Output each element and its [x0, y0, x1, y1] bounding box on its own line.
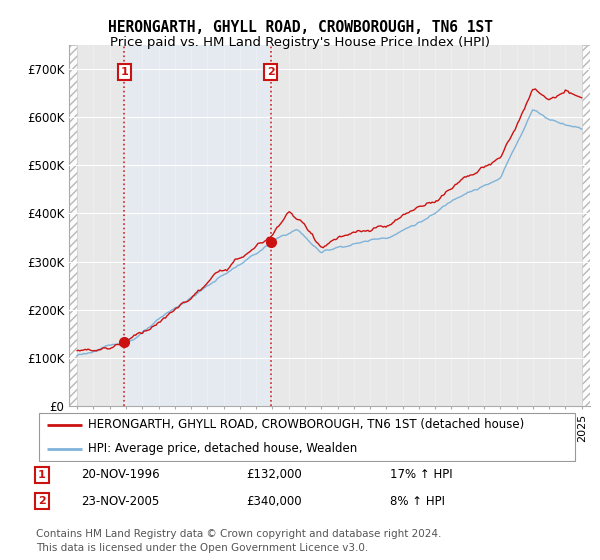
Text: £340,000: £340,000: [246, 494, 302, 508]
Text: 2: 2: [38, 496, 46, 506]
Text: Contains HM Land Registry data © Crown copyright and database right 2024.
This d: Contains HM Land Registry data © Crown c…: [36, 529, 442, 553]
FancyBboxPatch shape: [39, 413, 575, 461]
Text: 1: 1: [38, 470, 46, 480]
Text: 17% ↑ HPI: 17% ↑ HPI: [390, 468, 452, 482]
Text: 1: 1: [121, 67, 128, 77]
Text: HPI: Average price, detached house, Wealden: HPI: Average price, detached house, Weal…: [88, 442, 357, 455]
Text: 2: 2: [267, 67, 275, 77]
Text: 20-NOV-1996: 20-NOV-1996: [81, 468, 160, 482]
Text: 23-NOV-2005: 23-NOV-2005: [81, 494, 159, 508]
Bar: [124, 45, 271, 406]
Text: HERONGARTH, GHYLL ROAD, CROWBOROUGH, TN6 1ST (detached house): HERONGARTH, GHYLL ROAD, CROWBOROUGH, TN6…: [88, 418, 524, 431]
Text: £132,000: £132,000: [246, 468, 302, 482]
Text: 8% ↑ HPI: 8% ↑ HPI: [390, 494, 445, 508]
Text: HERONGARTH, GHYLL ROAD, CROWBOROUGH, TN6 1ST: HERONGARTH, GHYLL ROAD, CROWBOROUGH, TN6…: [107, 20, 493, 35]
Text: Price paid vs. HM Land Registry's House Price Index (HPI): Price paid vs. HM Land Registry's House …: [110, 36, 490, 49]
